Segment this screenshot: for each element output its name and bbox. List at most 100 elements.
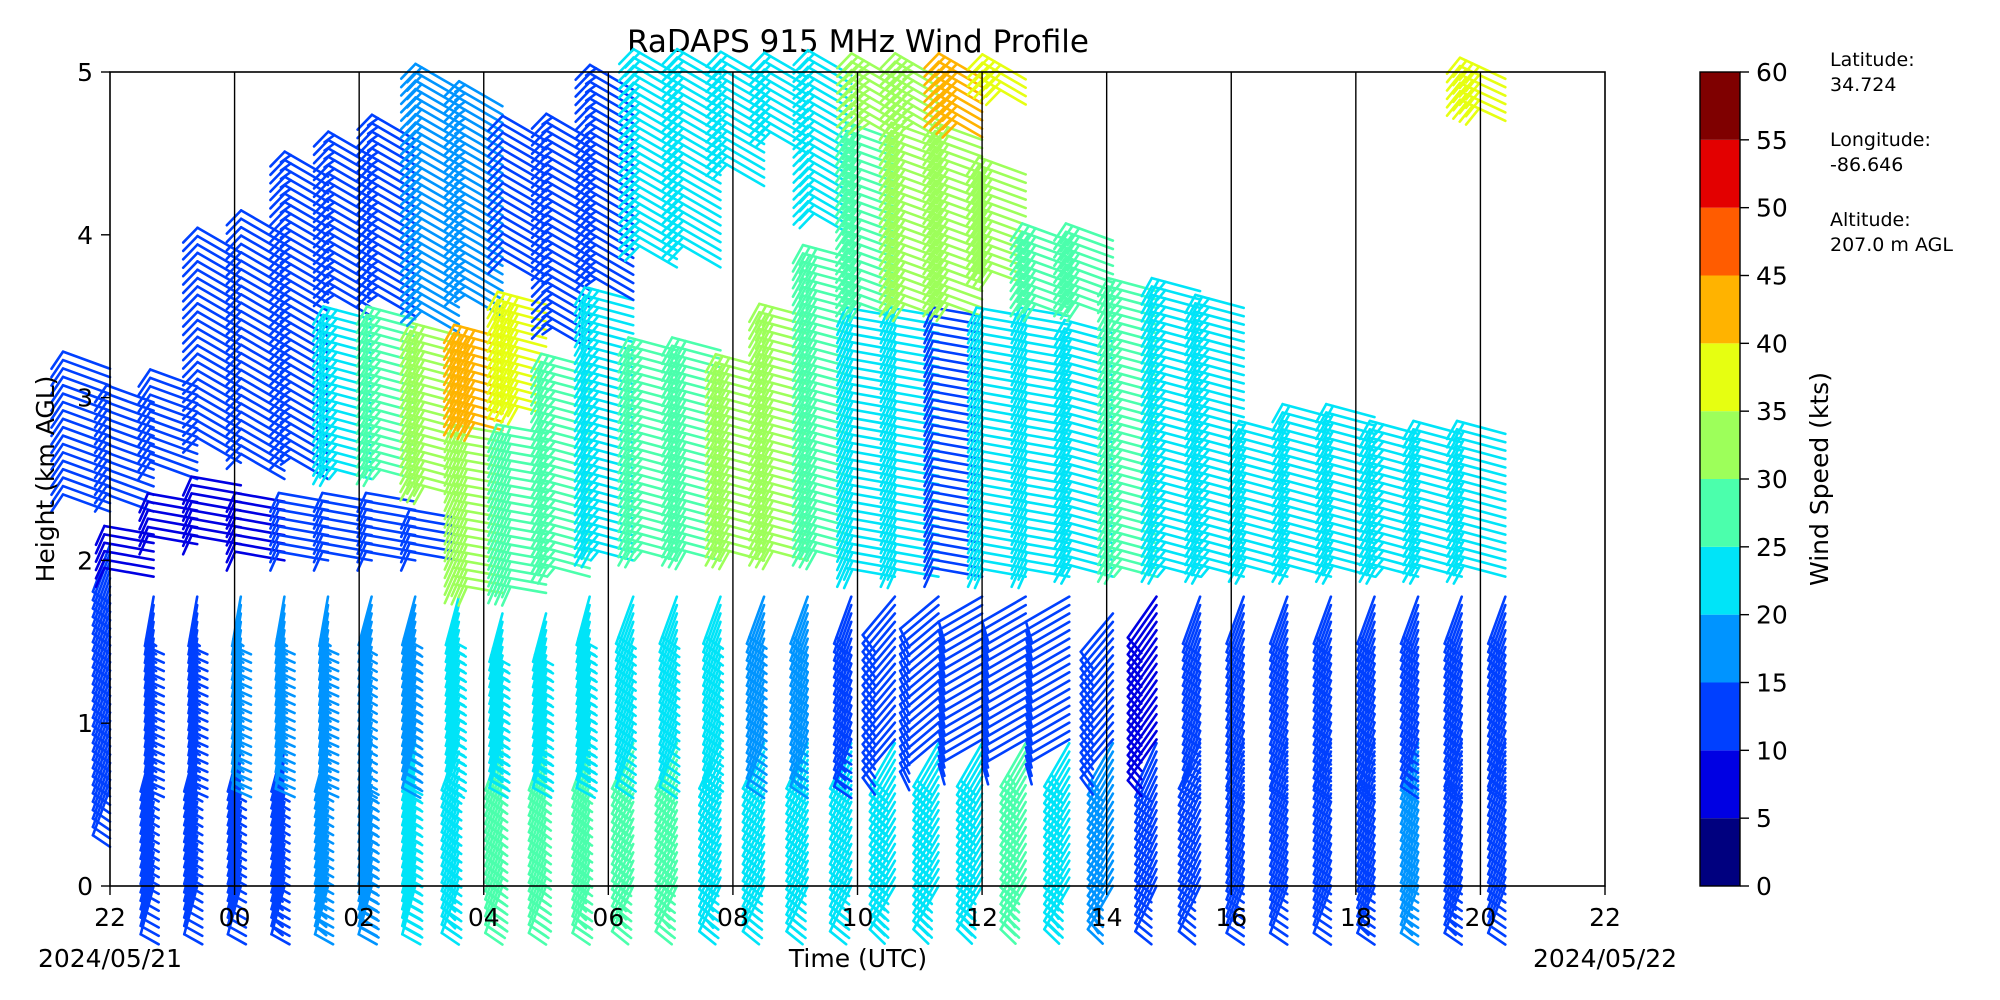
barb-feather <box>91 657 112 672</box>
barb-shaft <box>103 566 155 578</box>
barb-feather <box>50 467 65 488</box>
barb-feather <box>50 451 65 471</box>
barb-feather <box>50 493 65 513</box>
wind-barb <box>50 358 112 379</box>
barb-feather <box>94 566 106 589</box>
barb-feather <box>143 661 166 673</box>
barb-feather <box>312 130 330 148</box>
barb-feather <box>91 607 112 622</box>
barb-feather <box>269 150 287 168</box>
barb-feather <box>139 916 160 929</box>
barb-shaft <box>105 467 155 488</box>
barb-feather <box>139 848 160 862</box>
barb-feather <box>93 493 108 513</box>
barb-feather <box>91 674 112 689</box>
barb-feather <box>181 260 199 278</box>
wind-barb <box>93 459 155 480</box>
barb-feather <box>93 409 108 429</box>
barb-feather <box>137 376 152 397</box>
wind-barb <box>50 493 112 513</box>
barb-feather <box>91 666 112 681</box>
barb-feather <box>91 699 112 714</box>
barb-feather <box>91 590 112 605</box>
barb-feather <box>91 775 112 790</box>
barb-feather <box>139 874 160 887</box>
barb-feather <box>91 708 112 723</box>
barb-feather <box>139 857 160 871</box>
wind-barb <box>50 350 112 371</box>
barb-feather <box>50 367 65 387</box>
barb-feather <box>91 741 112 756</box>
barb-feather <box>181 310 199 328</box>
barb-shaft <box>61 350 112 371</box>
barb-feather <box>50 400 65 421</box>
barb-feather <box>50 484 65 505</box>
barb-feather <box>143 703 166 715</box>
barb-feather <box>181 302 199 320</box>
barb-shaft <box>190 483 243 496</box>
barb-feather <box>91 792 112 807</box>
barb-feather <box>91 691 112 706</box>
barb-feather <box>50 425 65 446</box>
barb-feather <box>93 434 108 455</box>
barb-feather <box>93 425 108 446</box>
barb-feather <box>323 293 336 304</box>
barb-feather <box>143 711 166 723</box>
barb-shaft <box>148 443 199 464</box>
barb-shaft <box>61 493 112 513</box>
barb-feather <box>137 368 152 388</box>
barb-feather <box>143 728 166 740</box>
barb-shaft <box>105 476 155 497</box>
barb-feather <box>94 558 106 580</box>
barb-feather <box>143 695 166 707</box>
barb-feather <box>94 524 106 547</box>
wind-barb <box>50 367 112 387</box>
barb-feather <box>93 442 108 463</box>
barb-feather <box>93 467 108 488</box>
barb-shaft <box>143 595 155 648</box>
barb-feather <box>139 790 160 803</box>
wind-barb <box>94 549 155 572</box>
barb-feather <box>91 640 112 655</box>
barb-shaft <box>103 549 155 562</box>
barb-feather <box>93 476 108 497</box>
barb-feather <box>91 800 112 815</box>
barb-feather <box>181 360 199 379</box>
wind-barb <box>143 595 166 656</box>
barb-feather <box>91 783 112 798</box>
barb-feather <box>93 484 108 505</box>
barb-feather <box>93 400 108 421</box>
barb-feather <box>143 669 166 681</box>
barb-feather <box>139 932 160 946</box>
barb-feather <box>181 276 199 295</box>
barb-feather <box>139 899 160 913</box>
barb-feather <box>91 750 112 765</box>
barb-feather <box>181 344 199 362</box>
barb-feather <box>93 392 108 413</box>
barb-feather <box>139 798 160 812</box>
barb-feather <box>181 352 199 370</box>
barb-feather <box>91 733 112 748</box>
barb-feather <box>143 653 166 665</box>
barb-feather <box>50 434 65 455</box>
barb-feather <box>143 787 166 799</box>
barb-feather <box>50 350 65 371</box>
barb-feather <box>139 840 160 854</box>
barb-feather <box>143 770 166 782</box>
barb-feather <box>143 779 166 791</box>
barb-feather <box>94 533 106 555</box>
barb-feather <box>94 549 106 572</box>
barb-feather <box>143 745 166 757</box>
barb-feather <box>139 815 160 829</box>
barb-feather <box>181 293 199 312</box>
barb-feather <box>143 678 166 690</box>
barb-feather <box>50 375 65 396</box>
barb-feather <box>93 451 108 471</box>
barb-feather <box>181 268 199 286</box>
barb-feather <box>91 615 112 630</box>
barb-feather <box>181 226 199 244</box>
barb-feather <box>181 318 199 337</box>
barb-feather <box>139 865 160 879</box>
barb-feather <box>91 724 112 739</box>
barb-feather <box>91 817 112 832</box>
